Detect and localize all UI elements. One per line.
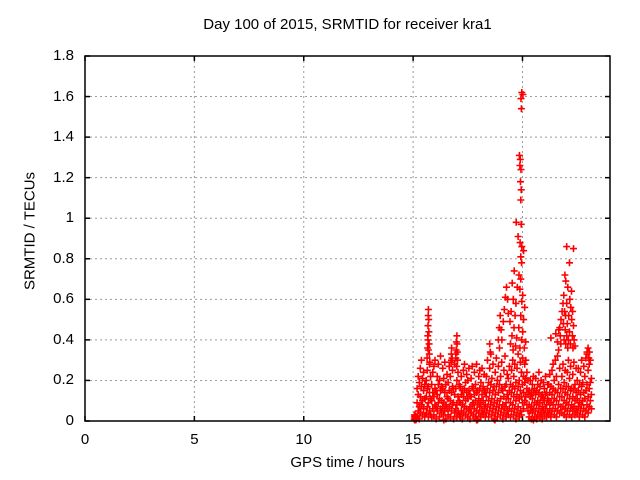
y-tick-label-0.6: 0.6 [53, 290, 74, 308]
y-tick-label-1: 1 [65, 209, 74, 227]
y-tick-label-1.8: 1.8 [53, 47, 74, 64]
scatter-points [410, 89, 595, 424]
y-tick-label-0.8: 0.8 [53, 249, 74, 267]
x-tick-label-15: 15 [404, 431, 422, 448]
y-tick-label-0.4: 0.4 [53, 330, 74, 348]
y-tick-label-1.2: 1.2 [53, 168, 74, 186]
y-tick-label-0: 0 [65, 412, 74, 429]
x-tick-label-10: 10 [295, 431, 313, 448]
plot-frame [84, 55, 611, 422]
y-tick-label-1.4: 1.4 [53, 128, 74, 146]
y-tick-label-0.2: 0.2 [53, 371, 74, 389]
x-tick-label-5: 5 [190, 431, 199, 448]
x-tick-label-0: 0 [80, 431, 90, 448]
y-axis-label: SRMTID / TECUs [21, 171, 39, 291]
chart-title: Day 100 of 2015, SRMTID for receiver kra… [203, 16, 492, 33]
y-tick-label-1.6: 1.6 [53, 87, 74, 105]
x-axis-label: GPS time / hours [290, 454, 405, 471]
x-tick-label-20: 20 [514, 431, 531, 448]
